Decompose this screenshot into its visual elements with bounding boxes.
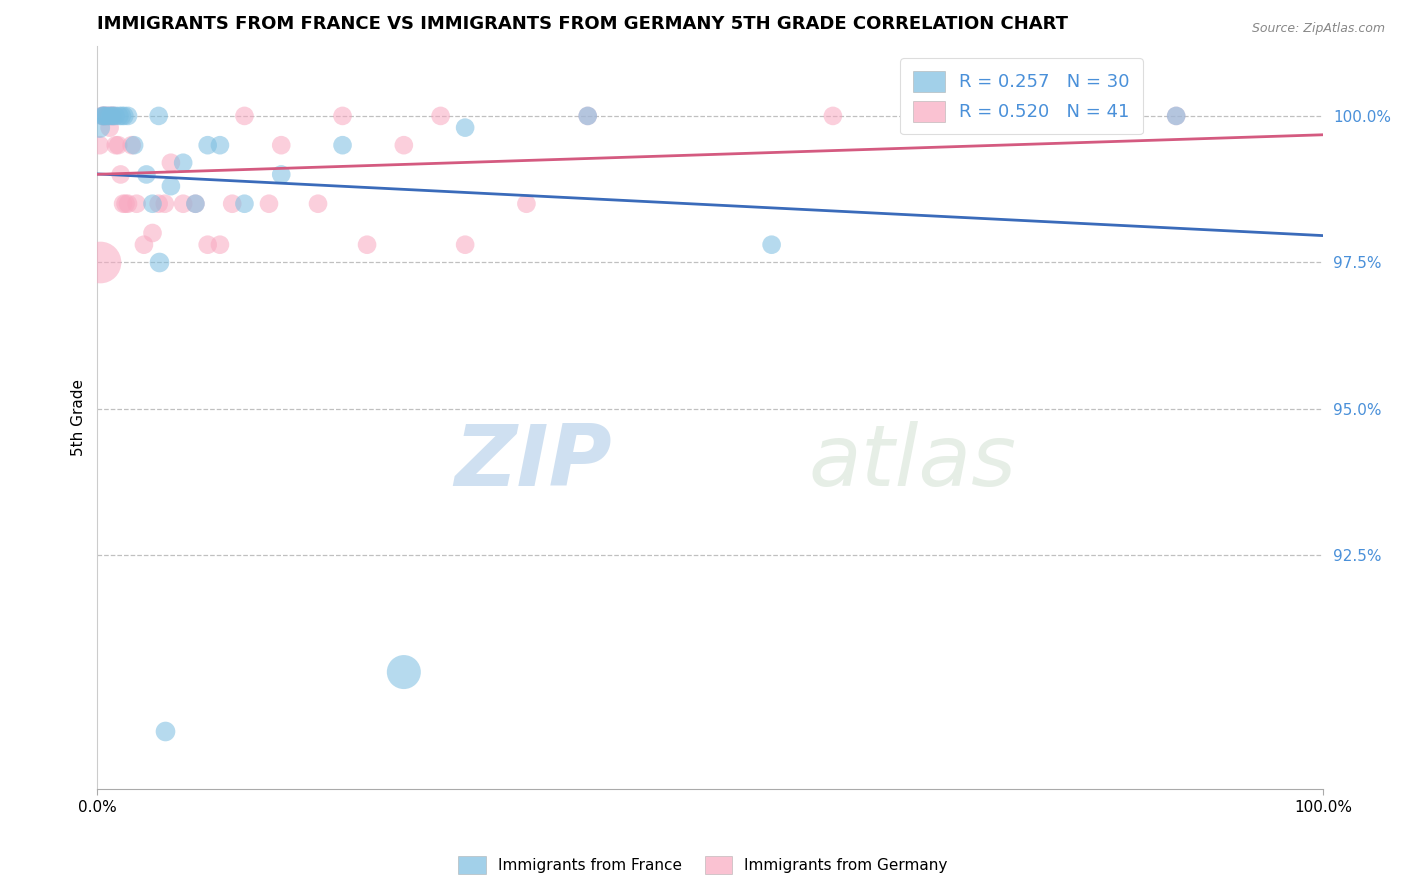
- Point: [761, 237, 783, 252]
- Point: [153, 723, 176, 738]
- Point: [392, 665, 415, 679]
- Point: [93, 109, 115, 123]
- Point: [429, 109, 451, 123]
- Point: [89, 255, 111, 269]
- Point: [576, 109, 599, 123]
- Point: [104, 109, 127, 123]
- Point: [208, 138, 231, 153]
- Legend: Immigrants from France, Immigrants from Germany: Immigrants from France, Immigrants from …: [451, 850, 955, 880]
- Legend: R = 0.257   N = 30, R = 0.520   N = 41: R = 0.257 N = 30, R = 0.520 N = 41: [900, 58, 1143, 135]
- Point: [108, 109, 131, 123]
- Point: [94, 109, 117, 123]
- Point: [197, 237, 219, 252]
- Point: [257, 196, 280, 211]
- Point: [233, 109, 256, 123]
- Point: [270, 168, 292, 182]
- Point: [148, 196, 170, 211]
- Point: [153, 196, 176, 211]
- Point: [356, 237, 378, 252]
- Point: [332, 138, 354, 153]
- Point: [101, 109, 124, 123]
- Point: [184, 196, 207, 211]
- Point: [141, 226, 163, 240]
- Point: [107, 138, 129, 153]
- Point: [110, 168, 132, 182]
- Point: [111, 109, 134, 123]
- Point: [160, 179, 183, 194]
- Point: [117, 196, 139, 211]
- Point: [89, 120, 111, 135]
- Point: [148, 255, 170, 269]
- Point: [307, 196, 329, 211]
- Point: [172, 155, 194, 169]
- Point: [515, 196, 537, 211]
- Point: [112, 196, 135, 211]
- Point: [93, 109, 115, 123]
- Point: [221, 196, 243, 211]
- Point: [122, 138, 145, 153]
- Point: [208, 237, 231, 252]
- Point: [270, 138, 292, 153]
- Point: [117, 109, 139, 123]
- Point: [98, 109, 121, 123]
- Point: [132, 237, 155, 252]
- Point: [148, 109, 170, 123]
- Y-axis label: 5th Grade: 5th Grade: [72, 379, 86, 456]
- Point: [97, 109, 120, 123]
- Text: Source: ZipAtlas.com: Source: ZipAtlas.com: [1251, 22, 1385, 36]
- Point: [160, 155, 183, 169]
- Point: [103, 109, 125, 123]
- Point: [1166, 109, 1188, 123]
- Point: [91, 109, 114, 123]
- Point: [576, 109, 599, 123]
- Point: [103, 109, 125, 123]
- Point: [93, 109, 115, 123]
- Point: [197, 138, 219, 153]
- Point: [135, 168, 157, 182]
- Point: [101, 109, 124, 123]
- Point: [454, 237, 477, 252]
- Point: [93, 109, 115, 123]
- Point: [454, 120, 477, 135]
- Point: [125, 196, 148, 211]
- Point: [821, 109, 844, 123]
- Point: [98, 120, 121, 135]
- Point: [112, 109, 135, 123]
- Point: [100, 109, 122, 123]
- Point: [96, 109, 118, 123]
- Point: [91, 109, 114, 123]
- Point: [1166, 109, 1188, 123]
- Point: [172, 196, 194, 211]
- Text: atlas: atlas: [808, 420, 1017, 503]
- Point: [114, 196, 136, 211]
- Point: [89, 138, 111, 153]
- Point: [233, 196, 256, 211]
- Point: [392, 138, 415, 153]
- Point: [141, 196, 163, 211]
- Point: [121, 138, 143, 153]
- Text: IMMIGRANTS FROM FRANCE VS IMMIGRANTS FROM GERMANY 5TH GRADE CORRELATION CHART: IMMIGRANTS FROM FRANCE VS IMMIGRANTS FRO…: [97, 15, 1069, 33]
- Point: [104, 138, 127, 153]
- Point: [184, 196, 207, 211]
- Text: ZIP: ZIP: [454, 420, 612, 503]
- Point: [332, 109, 354, 123]
